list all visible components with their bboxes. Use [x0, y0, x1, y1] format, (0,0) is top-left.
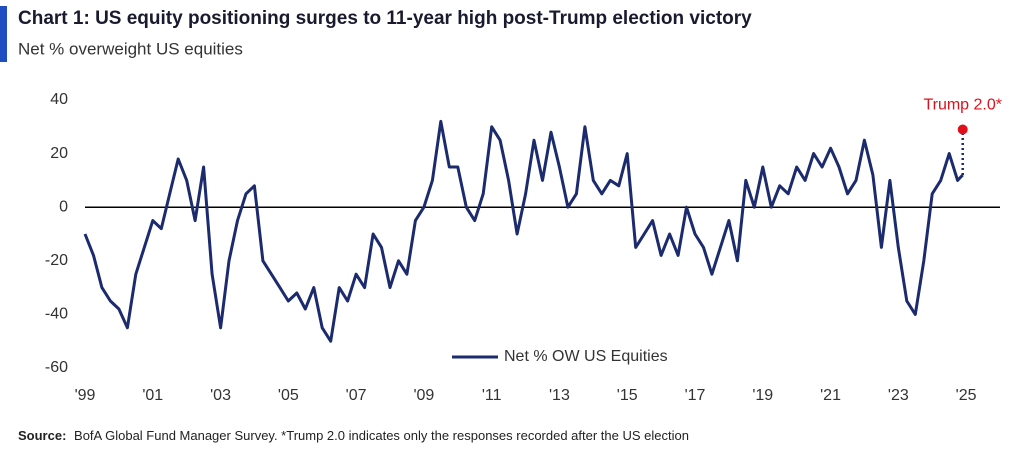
chart-title: Chart 1: US equity positioning surges to… [18, 8, 752, 29]
source-label: Source: [18, 428, 66, 443]
y-tick-label: 0 [59, 198, 68, 215]
legend-label: Net % OW US Equities [504, 348, 668, 365]
y-tick-label: -40 [45, 306, 68, 323]
x-tick-label: '23 [888, 387, 909, 404]
y-tick-label: 40 [50, 91, 68, 108]
y-tick-label: -20 [45, 252, 68, 269]
x-tick-label: '21 [820, 387, 841, 404]
x-tick-label: '05 [278, 387, 299, 404]
x-tick-label: '15 [617, 387, 638, 404]
x-tick-label: '03 [210, 387, 231, 404]
source: Source: BofA Global Fund Manager Survey.… [18, 428, 689, 443]
x-tick-label: '99 [75, 387, 96, 404]
annotation-label: Trump 2.0* [923, 97, 1002, 114]
x-tick-label: '19 [752, 387, 773, 404]
x-tick-label: '07 [346, 387, 367, 404]
x-tick-label: '01 [142, 387, 163, 404]
chart-subtitle: Net % overweight US equities [18, 39, 243, 58]
x-tick-label: '11 [482, 387, 502, 404]
y-tick-label: 20 [50, 145, 68, 162]
legend: Net % OW US Equities [452, 348, 668, 365]
x-tick-label: '13 [549, 387, 570, 404]
title-accent [0, 6, 7, 62]
source-text: BofA Global Fund Manager Survey. *Trump … [74, 428, 689, 443]
series-line [83, 119, 964, 343]
x-tick-label: '17 [685, 387, 706, 404]
y-tick-label: -60 [45, 359, 68, 376]
annotation-point [957, 124, 968, 135]
x-tick-label: '25 [956, 387, 977, 404]
x-tick-label: '09 [413, 387, 434, 404]
